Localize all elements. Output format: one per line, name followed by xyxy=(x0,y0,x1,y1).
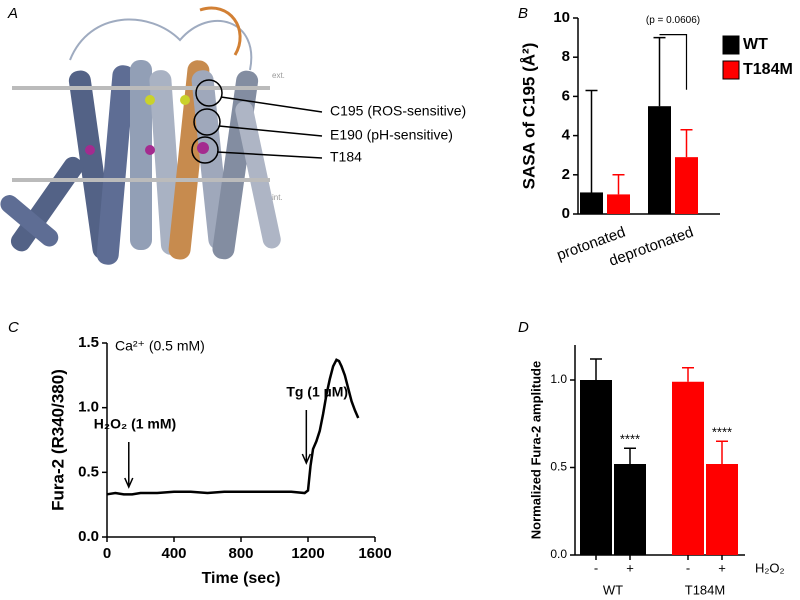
panel-label: B xyxy=(518,5,528,22)
legend-label: T184M xyxy=(743,61,793,78)
y-axis-label: SASA of C195 (Å²) xyxy=(519,43,538,190)
error-bar xyxy=(680,128,693,158)
y-tick-label: 10 xyxy=(553,9,570,26)
x-tick-label: 1600 xyxy=(358,545,391,562)
y-tick-label: 8 xyxy=(562,48,570,65)
structure-label: C195 (ROS-sensitive) xyxy=(330,103,466,119)
x-tick-label: 0 xyxy=(103,545,111,562)
legend-swatch xyxy=(722,35,740,55)
error-bar xyxy=(653,36,666,107)
legend-swatch xyxy=(722,60,740,80)
error-bar xyxy=(624,447,636,464)
event-label: H₂O₂ (1 mM) xyxy=(94,416,176,432)
legend-label: WT xyxy=(743,36,768,53)
x-tick-label: - xyxy=(594,560,598,575)
bar xyxy=(672,381,704,555)
bar xyxy=(580,380,612,555)
event-label: Tg (1 µM) xyxy=(286,384,348,400)
event-arrow xyxy=(301,410,312,465)
panel-label: D xyxy=(518,319,529,336)
factor-label: H₂O₂ xyxy=(755,560,785,575)
y-tick-label: 0 xyxy=(562,205,570,222)
bar xyxy=(648,106,671,214)
line xyxy=(106,358,360,496)
y-tick-label: 0.5 xyxy=(78,463,99,480)
x-tick-label: - xyxy=(686,560,690,575)
structure-image xyxy=(0,6,323,265)
y-tick-label: 0.0 xyxy=(550,547,567,561)
y-axis-label: Normalized Fura-2 amplitude xyxy=(528,361,543,539)
bar xyxy=(614,464,646,555)
x-tick-label: + xyxy=(718,560,726,575)
x-tick-label: 800 xyxy=(228,545,253,562)
y-axis-label: Fura-2 (R340/380) xyxy=(48,369,67,511)
y-tick-label: 0.5 xyxy=(550,460,567,474)
significance-bracket xyxy=(659,34,688,90)
significance-label: **** xyxy=(712,425,732,440)
bar xyxy=(580,192,603,214)
error-bar xyxy=(612,174,625,195)
bar xyxy=(706,464,738,555)
panel-label: C xyxy=(8,319,19,336)
annotation: (p = 0.0606) xyxy=(646,15,700,26)
x-tick-label: 400 xyxy=(161,545,186,562)
y-tick-label: 6 xyxy=(562,87,570,104)
y-tick-label: 1.0 xyxy=(550,372,567,386)
x-tick-label: 1200 xyxy=(291,545,324,562)
group-label: T184M xyxy=(685,582,725,597)
error-bar xyxy=(590,358,602,380)
bar xyxy=(675,157,698,214)
panel-label: A xyxy=(7,5,18,22)
annotation: Ca²⁺ (0.5 mM) xyxy=(115,338,205,354)
y-tick-label: 4 xyxy=(562,127,571,144)
error-bar xyxy=(585,89,598,193)
structure-label: T184 xyxy=(330,149,362,165)
error-bar xyxy=(682,367,694,382)
membrane-label: int. xyxy=(272,193,283,202)
y-tick-label: 2 xyxy=(562,166,570,183)
y-tick-label: 1.5 xyxy=(78,334,99,351)
membrane-label: ext. xyxy=(272,71,285,80)
y-tick-label: 0.0 xyxy=(78,528,99,545)
y-tick-label: 1.0 xyxy=(78,399,99,416)
error-bar xyxy=(716,440,728,464)
event-arrow xyxy=(124,442,134,489)
bar xyxy=(607,194,630,214)
structure-label: E190 (pH-sensitive) xyxy=(330,127,453,143)
x-axis-label: Time (sec) xyxy=(202,570,281,587)
group-label: WT xyxy=(603,582,623,597)
x-tick-label: + xyxy=(626,560,634,575)
significance-label: **** xyxy=(620,432,640,447)
